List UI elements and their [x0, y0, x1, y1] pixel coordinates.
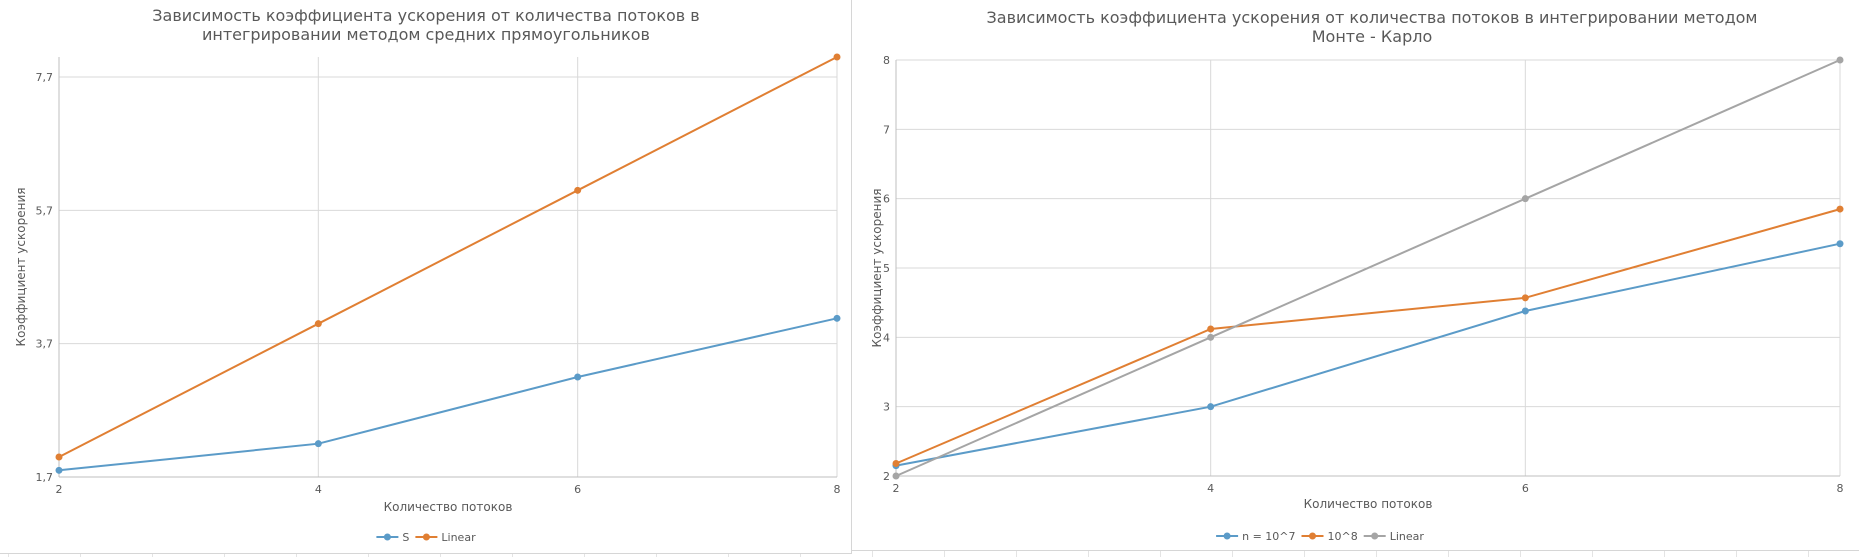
rect-chart-series-1-point — [314, 320, 322, 328]
rect-chart-series-0-point — [55, 466, 63, 474]
rect-chart-y-tick-label: 5,7 — [36, 204, 54, 217]
monte-carlo-chart-series-line-2 — [895, 59, 1841, 477]
rect-chart-series-1-point — [55, 453, 63, 461]
monte-carlo-chart-legend-label: Linear — [1390, 530, 1425, 543]
rect-chart-series-0-point — [574, 373, 582, 381]
rect-chart-legend-label: Linear — [441, 531, 476, 544]
monte-carlo-chart-series-2-point — [1207, 333, 1215, 341]
rect-chart-series-1-point — [574, 186, 582, 194]
monte-carlo-chart-title-line: Монте - Карло — [1312, 27, 1433, 46]
chart-monte-carlo[interactable]: Зависимость коэффициента ускорения от ко… — [852, 0, 1859, 550]
monte-carlo-chart-series-1-point — [1521, 294, 1529, 302]
monte-carlo-chart-series-2-point — [892, 472, 900, 480]
rect-chart-y-tick-label: 7,7 — [36, 71, 54, 84]
monte-carlo-chart-legend-item: 10^8 — [1301, 530, 1358, 543]
monte-carlo-chart-legend-item: n = 10^7 — [1216, 530, 1296, 543]
monte-carlo-chart-y-tick-label: 8 — [883, 54, 890, 67]
monte-carlo-chart-y-tick-label: 6 — [883, 193, 890, 206]
rect-chart-y-tick-label: 3,7 — [36, 338, 54, 351]
monte-carlo-chart-series-1-point — [1207, 325, 1215, 333]
rect-chart-y-tick-label: 1,7 — [36, 471, 54, 484]
rect-chart-x-axis-label: Количество потоков — [384, 500, 513, 514]
monte-carlo-chart-x-tick-label: 2 — [893, 482, 900, 495]
monte-carlo-chart-legend-swatch-marker — [1371, 532, 1379, 540]
monte-carlo-chart-legend-item: Linear — [1363, 530, 1425, 543]
rect-chart-title-line: Зависимость коэффициента ускорения от ко… — [152, 6, 699, 25]
monte-carlo-chart-y-tick-label: 5 — [883, 262, 890, 275]
monte-carlo-chart-y-tick-label: 3 — [883, 401, 890, 414]
monte-carlo-chart-series-1-point — [1836, 205, 1844, 213]
rect-chart-title-line: интегрировании методом средних прямоугол… — [202, 25, 650, 44]
monte-carlo-chart-legend-swatch-marker — [1309, 532, 1316, 540]
monte-carlo-chart-y-tick-label: 2 — [883, 470, 890, 483]
rect-chart-legend-label: S — [402, 531, 409, 544]
monte-carlo-chart-legend-swatch-marker — [1223, 532, 1231, 540]
monte-carlo-chart-series-0-point — [1521, 307, 1529, 315]
monte-carlo-chart-title-line: Зависимость коэффициента ускорения от ко… — [987, 8, 1758, 27]
monte-carlo-chart-series-2-point — [1521, 195, 1529, 203]
chart-monte-carlo-svg: Зависимость коэффициента ускорения от ко… — [870, 8, 1844, 543]
rect-chart-legend-item: S — [376, 531, 409, 544]
monte-carlo-chart-legend-label: n = 10^7 — [1242, 530, 1295, 543]
monte-carlo-chart-series-0-point — [1207, 403, 1215, 411]
rect-chart-series-0-point — [314, 440, 322, 448]
monte-carlo-chart-series-1-point — [892, 460, 900, 468]
chart-rectangle-method[interactable]: Зависимость коэффициента ускорения от ко… — [0, 0, 851, 553]
monte-carlo-chart-series-2-point — [1836, 56, 1844, 64]
monte-carlo-chart-series-line-0 — [895, 242, 1841, 467]
rect-chart-x-tick-label: 6 — [574, 483, 581, 496]
monte-carlo-chart-legend-label: 10^8 — [1328, 530, 1358, 543]
rect-chart-y-axis-label: Коэффициент ускорения — [14, 188, 28, 347]
monte-carlo-chart-y-tick-label: 4 — [883, 331, 890, 344]
monte-carlo-chart-x-axis-label: Количество потоков — [1304, 497, 1433, 511]
rect-chart-legend-swatch-marker — [383, 533, 391, 541]
rect-chart-series-0-point — [833, 314, 841, 322]
rect-chart-series-line-0 — [58, 317, 838, 472]
rect-chart-x-tick-label: 4 — [315, 483, 322, 496]
rect-chart-series-1-point — [833, 53, 841, 61]
chart-rectangle-method-svg: Зависимость коэффициента ускорения от ко… — [14, 6, 841, 544]
monte-carlo-chart-y-tick-label: 7 — [883, 123, 890, 136]
monte-carlo-chart-y-axis-label: Коэффициент ускорения — [870, 189, 884, 348]
rect-chart-legend-swatch-marker — [422, 533, 430, 541]
monte-carlo-chart-series-line-1 — [895, 208, 1841, 465]
monte-carlo-chart-series-0-point — [1836, 240, 1844, 248]
rect-chart-legend-item: Linear — [415, 531, 476, 544]
rect-chart-series-line-1 — [58, 56, 838, 458]
rect-chart-x-tick-label: 2 — [56, 483, 63, 496]
monte-carlo-chart-x-tick-label: 8 — [1837, 482, 1844, 495]
rect-chart-x-tick-label: 8 — [834, 483, 841, 496]
monte-carlo-chart-x-tick-label: 4 — [1207, 482, 1214, 495]
monte-carlo-chart-x-tick-label: 6 — [1522, 482, 1529, 495]
